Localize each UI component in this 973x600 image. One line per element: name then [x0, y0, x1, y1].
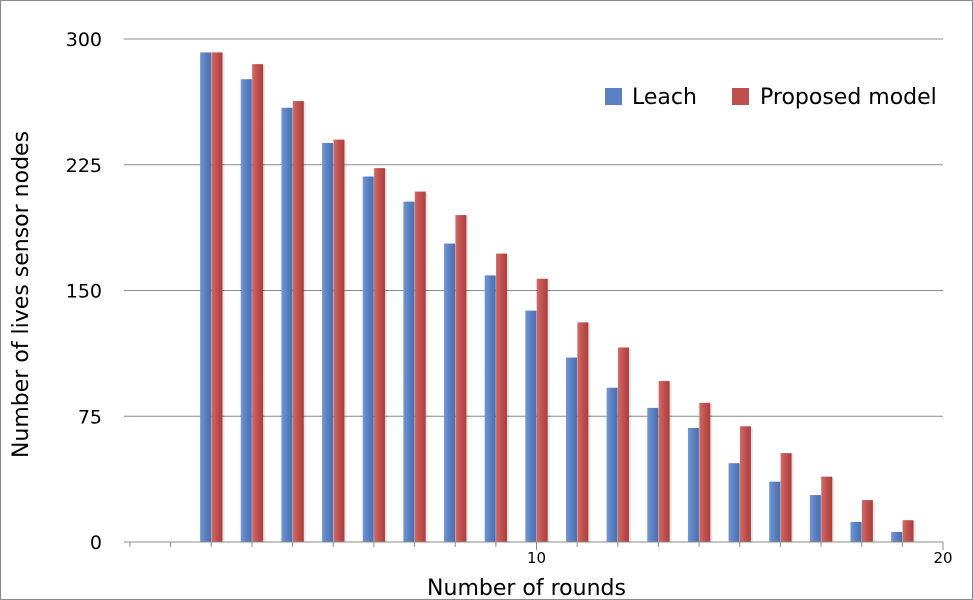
bar-proposed-model: [618, 347, 629, 542]
bar-leach: [809, 495, 821, 542]
bar-leach: [281, 107, 293, 542]
bar-leach: [403, 201, 415, 543]
bar-proposed-model: [252, 64, 264, 543]
bar-proposed-model: [780, 453, 792, 542]
y-tick-label: 225: [66, 155, 102, 177]
bar-proposed-model: [455, 215, 467, 543]
y-axis-title: Number of lives sensor nodes: [9, 131, 34, 458]
tick-labels: 0 75 150 225 300 10 20: [66, 29, 953, 567]
bar-leach: [484, 275, 496, 542]
bars: [200, 52, 916, 543]
bar-leach: [444, 243, 455, 542]
y-tick-label: 75: [78, 406, 102, 428]
bar-leach: [240, 79, 252, 543]
bar-proposed-model: [292, 101, 304, 542]
bar-leach: [850, 521, 862, 542]
bar-leach: [769, 481, 781, 542]
legend-swatch-proposed-model: [732, 88, 749, 105]
axes: [124, 38, 944, 550]
bar-proposed-model: [333, 139, 345, 542]
bar-leach: [565, 357, 577, 542]
bar-proposed-model: [739, 426, 751, 542]
bar-proposed-model: [861, 500, 873, 542]
bar-leach: [606, 387, 618, 542]
bar-leach: [525, 310, 537, 542]
bar-proposed-model: [414, 191, 426, 542]
x-tick-label: 10: [527, 549, 546, 567]
bar-proposed-model: [536, 278, 548, 542]
bar-leach: [362, 176, 374, 542]
bar-leach: [891, 531, 903, 542]
bar-proposed-model: [699, 402, 711, 542]
legend-swatch-leach: [605, 88, 622, 105]
legend-label-proposed-model: Proposed model: [760, 85, 937, 110]
x-axis-title: Number of rounds: [427, 576, 626, 599]
bar-proposed-model: [374, 168, 386, 542]
bar-proposed-model: [821, 476, 833, 542]
y-tick-label: 150: [66, 281, 102, 303]
bar-proposed-model: [577, 322, 589, 542]
bar-leach: [687, 427, 699, 542]
bar-proposed-model: [902, 520, 914, 542]
bar-proposed-model: [211, 52, 223, 543]
legend: Leach Proposed model: [605, 85, 937, 110]
bar-leach: [200, 52, 212, 543]
legend-label-leach: Leach: [632, 85, 697, 110]
y-tick-label: 0: [90, 532, 102, 554]
bar-leach: [647, 407, 659, 542]
y-tick-label: 300: [66, 29, 102, 51]
bar-leach: [322, 142, 334, 542]
bar-proposed-model: [496, 253, 508, 542]
grid-lines: [130, 38, 943, 417]
x-tick-label: 20: [933, 549, 952, 567]
bar-proposed-model: [658, 381, 670, 542]
bar-leach: [728, 463, 740, 542]
